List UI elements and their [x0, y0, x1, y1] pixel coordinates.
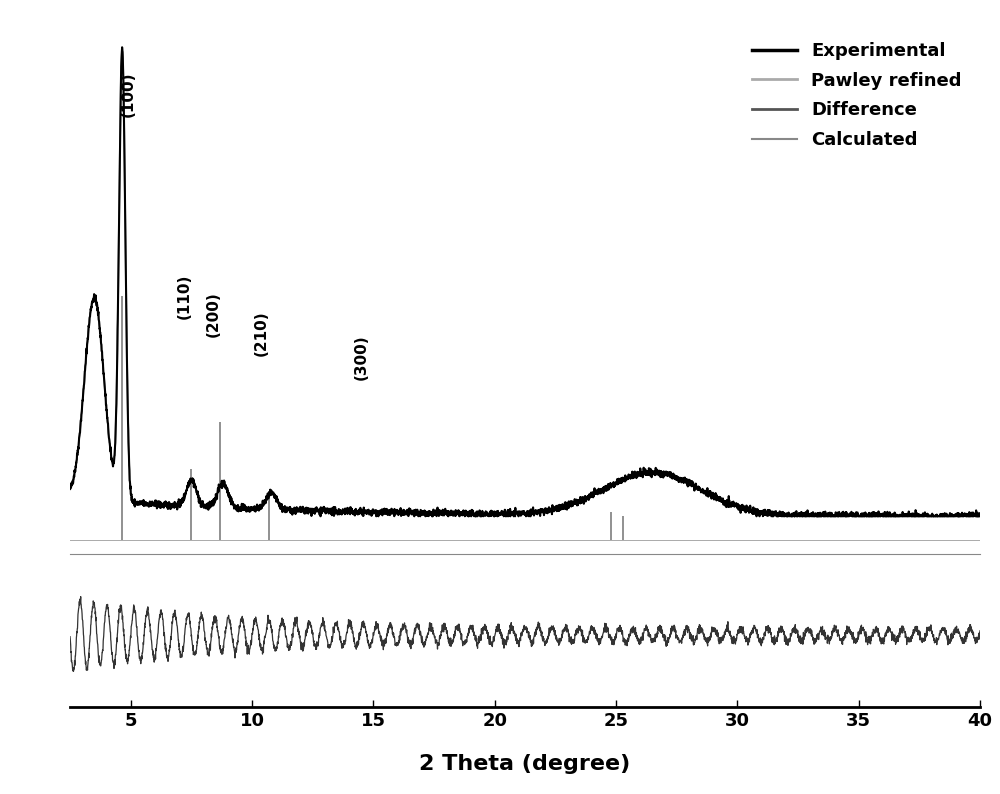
Text: 2 Theta (degree): 2 Theta (degree)	[419, 754, 631, 774]
Text: (300): (300)	[353, 334, 368, 380]
Text: (110): (110)	[176, 273, 191, 318]
Legend: Experimental, Pawley refined, Difference, Calculated: Experimental, Pawley refined, Difference…	[743, 33, 971, 158]
Text: (200): (200)	[205, 291, 220, 337]
Text: (100): (100)	[121, 71, 136, 117]
Text: (210): (210)	[254, 310, 269, 357]
